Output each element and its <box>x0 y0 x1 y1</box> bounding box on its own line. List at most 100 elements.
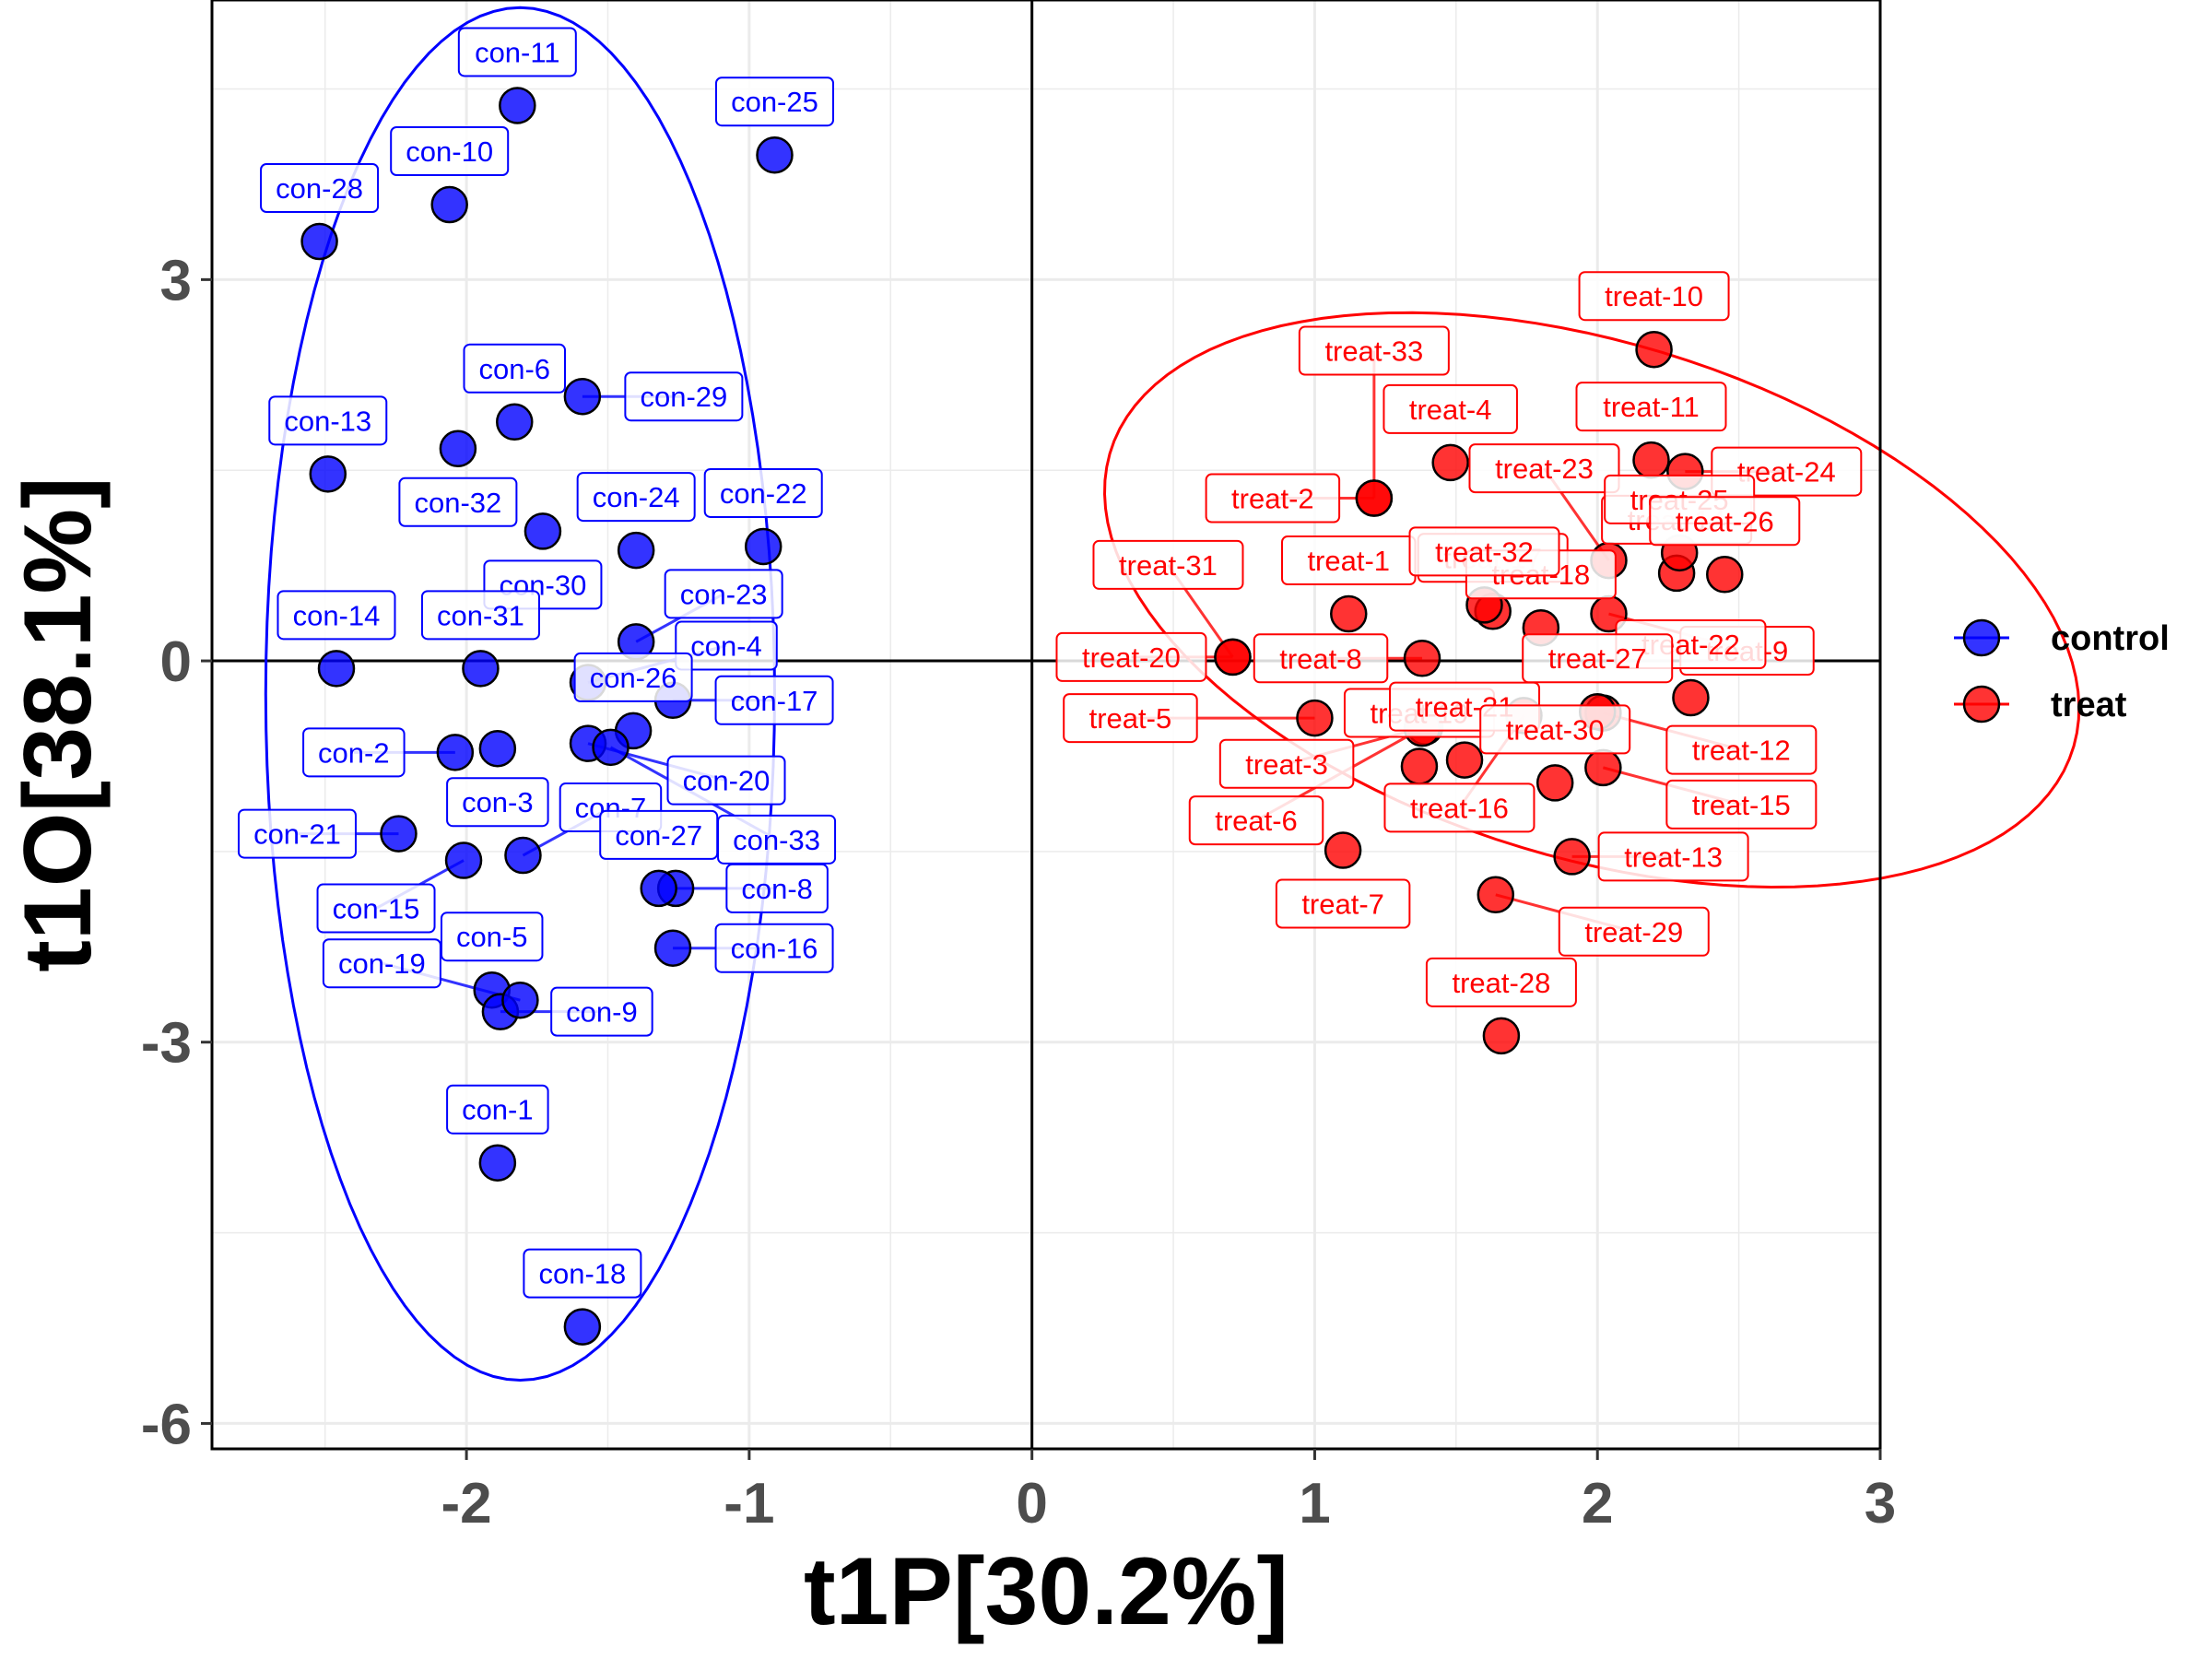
label-box-treat-2 <box>1205 473 1341 524</box>
y-tick-label: -3 <box>141 1012 192 1076</box>
point-treat-33 <box>1355 479 1394 517</box>
label-box-con-32 <box>398 477 518 527</box>
label-con-5: con-5 <box>456 921 528 953</box>
label-treat-29: treat-29 <box>1584 916 1683 948</box>
panel-border <box>210 0 1882 1451</box>
label-box-con-26 <box>573 652 693 702</box>
x-tick-label: 2 <box>1582 1472 1613 1535</box>
label-con-19: con-19 <box>338 947 426 980</box>
label-con-28: con-28 <box>276 172 363 205</box>
label-box-treat-26 <box>1649 496 1801 547</box>
label-box-con-20 <box>666 755 786 806</box>
label-con-23: con-23 <box>680 578 768 610</box>
label-treat-26: treat-26 <box>1676 505 1774 537</box>
label-con-6: con-6 <box>478 353 550 385</box>
label-con-14: con-14 <box>293 599 381 631</box>
legend-label-treat: treat <box>2051 686 2127 724</box>
point-treat-8 <box>1403 640 1441 677</box>
x-tick-label: -1 <box>724 1472 774 1535</box>
point-con-7 <box>504 836 542 875</box>
label-box-con-1 <box>446 1084 549 1135</box>
label-box-con-9 <box>550 986 653 1037</box>
label-con-22: con-22 <box>720 477 807 510</box>
point-treat-11 <box>1632 441 1670 479</box>
point-treat-1 <box>1330 594 1368 633</box>
label-con-31: con-31 <box>437 599 524 631</box>
point-con-27 <box>640 869 677 908</box>
point-treat-13 <box>1553 838 1591 876</box>
label-con-20: con-20 <box>683 765 771 797</box>
label-box-con-33 <box>717 814 837 865</box>
label-treat-5: treat-5 <box>1089 702 1172 735</box>
label-con-2: con-2 <box>318 736 390 769</box>
label-treat-31: treat-31 <box>1119 549 1218 582</box>
point-treat-15 <box>1584 748 1622 787</box>
point-con-2 <box>436 734 475 771</box>
y-axis-title: t1O[38.1%] <box>5 477 112 972</box>
label-treat-15: treat-15 <box>1692 789 1791 821</box>
point-con-31 <box>462 650 500 688</box>
point-con-11 <box>499 87 536 124</box>
label-con-1: con-1 <box>462 1094 534 1126</box>
label-treat-28: treat-28 <box>1452 967 1550 999</box>
label-con-29: con-29 <box>640 381 727 413</box>
point-treat-7 <box>1324 831 1362 869</box>
label-box-con-14 <box>276 590 396 641</box>
label-treat-11: treat-11 <box>1603 391 1700 423</box>
label-box-treat-7 <box>1275 878 1411 929</box>
x-tick-label: 1 <box>1299 1472 1330 1535</box>
label-box-treat-31 <box>1092 539 1244 590</box>
label-box-treat-27 <box>1522 633 1674 684</box>
label-con-27: con-27 <box>615 819 702 852</box>
y-axis-ticks: -6 -3 0 3 <box>141 249 212 1456</box>
label-con-10: con-10 <box>406 135 493 168</box>
point-treat-19 <box>1400 747 1439 785</box>
legend: control treat <box>1954 618 2170 724</box>
y-tick-label: 3 <box>160 249 192 312</box>
label-box-con-17 <box>714 675 834 725</box>
point-con-10 <box>430 185 468 224</box>
label-con-9: con-9 <box>566 996 638 1029</box>
label-treat-7: treat-7 <box>1301 888 1384 921</box>
label-treat-12: treat-12 <box>1692 735 1791 767</box>
point-con-21 <box>380 815 418 853</box>
point-con-15 <box>444 841 483 879</box>
label-box-treat-13 <box>1597 831 1749 882</box>
label-box-con-16 <box>714 923 834 973</box>
x-axis-ticks: -2 -1 0 1 2 3 <box>441 1449 1896 1535</box>
y-tick-label: 0 <box>160 630 192 694</box>
label-con-4: con-4 <box>690 629 762 662</box>
label-treat-32: treat-32 <box>1435 535 1534 568</box>
legend-label-control: control <box>2051 619 2170 658</box>
label-treat-23: treat-23 <box>1495 453 1594 485</box>
label-con-3: con-3 <box>462 786 534 818</box>
point-treat-10 <box>1635 330 1673 369</box>
label-box-treat-8 <box>1253 633 1389 684</box>
label-con-26: con-26 <box>590 662 677 694</box>
label-box-con-23 <box>664 569 783 619</box>
label-treat-4: treat-4 <box>1409 394 1492 426</box>
point-treat-21 <box>1445 741 1484 779</box>
x-axis-title: t1P[30.2%] <box>804 1538 1288 1645</box>
label-treat-2: treat-2 <box>1231 483 1314 515</box>
label-box-treat-4 <box>1382 383 1518 434</box>
point-treat-29 <box>1477 876 1515 914</box>
label-box-con-5 <box>440 912 544 962</box>
point-con-16 <box>653 929 692 967</box>
point-con-22 <box>744 527 782 566</box>
legend-key-control <box>1962 618 2001 657</box>
label-treat-3: treat-3 <box>1245 748 1328 781</box>
label-box-treat-12 <box>1665 724 1818 775</box>
label-treat-27: treat-27 <box>1548 642 1647 675</box>
label-box-con-6 <box>463 343 567 394</box>
point-con-3 <box>478 729 517 768</box>
x-tick-label: 0 <box>1016 1472 1047 1535</box>
point-treat-28 <box>1482 1017 1521 1055</box>
x-tick-label: 3 <box>1865 1472 1896 1535</box>
label-box-con-13 <box>268 395 388 446</box>
label-box-treat-15 <box>1665 779 1818 830</box>
label-box-treat-33 <box>1298 325 1450 376</box>
label-box-treat-11 <box>1575 382 1727 432</box>
label-box-treat-5 <box>1063 693 1198 744</box>
label-con-11: con-11 <box>475 36 560 68</box>
